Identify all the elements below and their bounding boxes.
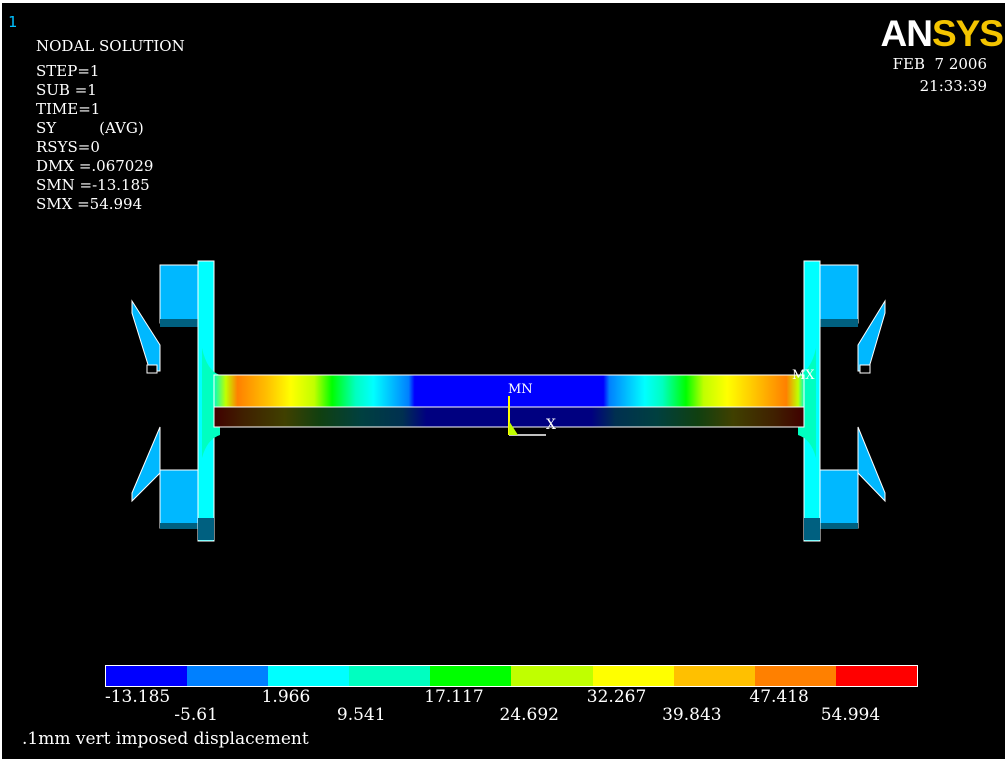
- max-marker: MX: [792, 368, 815, 383]
- solution-info: NODAL SOLUTION STEP=1 SUB =1 TIME=1 SY (…: [36, 37, 185, 214]
- legend-label-top: 17.117: [424, 687, 484, 707]
- legend-label-bottom: 9.541: [336, 705, 386, 725]
- info-line-rsys: RSYS=0: [36, 138, 100, 156]
- info-line-dmx: DMX =.067029: [36, 157, 154, 175]
- window-number: 1: [8, 13, 18, 31]
- ansys-logo: ANSYS: [880, 13, 1005, 54]
- axis-x-label: X: [546, 417, 556, 433]
- info-line-smx: SMX =54.994: [36, 195, 143, 213]
- legend-band: [673, 666, 755, 686]
- info-line-sub: SUB =1: [36, 81, 97, 99]
- solution-title: NODAL SOLUTION: [36, 37, 185, 55]
- legend-band: [430, 666, 512, 686]
- legend-label-bottom: 39.843: [662, 705, 722, 725]
- info-line-component: SY (AVG): [36, 119, 144, 137]
- info-line-smn: SMN =-13.185: [36, 176, 150, 194]
- plot-caption: .1mm vert imposed displacement: [22, 729, 309, 749]
- legend-band: [835, 666, 917, 686]
- legend-label-top: 47.418: [749, 687, 809, 707]
- legend-band: [592, 666, 674, 686]
- min-marker: MN: [508, 382, 533, 397]
- contour-legend: [105, 665, 918, 687]
- info-line-time: TIME=1: [36, 100, 101, 118]
- legend-band: [511, 666, 593, 686]
- coordinate-triad: X: [508, 396, 556, 436]
- legend-label-bottom: 24.692: [499, 705, 559, 725]
- legend-band: [268, 666, 350, 686]
- legend-label-bottom: -5.61: [174, 705, 218, 725]
- legend-band: [349, 666, 431, 686]
- graphics-viewport[interactable]: 1 NODAL SOLUTION STEP=1 SUB =1 TIME=1 SY…: [2, 3, 1005, 759]
- legend-label-top: 32.267: [586, 687, 647, 707]
- legend-band: [106, 666, 188, 686]
- plot-time: 21:33:39: [919, 77, 987, 95]
- legend-band: [754, 666, 836, 686]
- legend-label-top: -13.185: [105, 687, 171, 707]
- left-support: [131, 260, 220, 542]
- legend-band: [187, 666, 269, 686]
- right-support: [798, 260, 886, 542]
- legend-label-bottom: 54.994: [820, 705, 881, 725]
- legend-label-top: 1.966: [261, 687, 311, 707]
- plot-date: FEB 7 2006: [892, 55, 987, 73]
- fea-model-plot[interactable]: MN MX X: [2, 3, 1005, 759]
- info-line-step: STEP=1: [36, 62, 100, 80]
